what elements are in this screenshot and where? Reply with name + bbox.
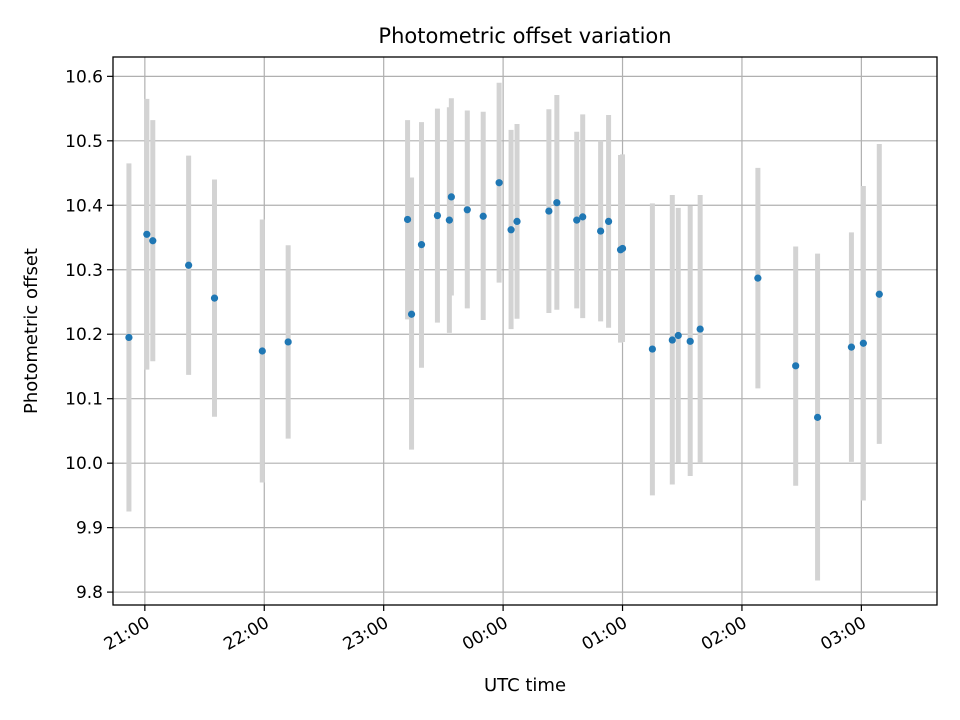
data-point	[417, 241, 426, 249]
data-point	[618, 244, 627, 253]
data-points	[125, 179, 883, 421]
y-tick-label: 10.1	[65, 390, 103, 410]
data-point	[495, 179, 503, 187]
data-point	[604, 217, 613, 225]
data-point	[149, 237, 157, 245]
data-point	[579, 213, 587, 221]
y-tick-label: 10.3	[65, 261, 103, 281]
data-point	[754, 274, 762, 282]
data-point	[445, 216, 453, 224]
data-point	[813, 413, 822, 421]
y-tick-label: 10.2	[65, 325, 103, 345]
data-point	[284, 338, 292, 346]
data-point	[258, 347, 266, 355]
data-point	[597, 227, 605, 235]
data-point	[463, 206, 471, 214]
x-axis-label: UTC time	[484, 675, 566, 696]
data-point	[433, 211, 442, 220]
y-tick-label: 9.9	[76, 519, 103, 539]
plot-frame	[112, 56, 938, 606]
data-point	[648, 345, 656, 353]
y-tick-label: 9.8	[76, 583, 103, 603]
data-point	[507, 226, 515, 234]
data-point	[696, 325, 704, 333]
data-point	[447, 193, 455, 201]
data-point	[210, 294, 219, 302]
data-point	[125, 333, 133, 342]
data-point	[875, 290, 883, 298]
data-point	[792, 362, 800, 370]
y-tick-label: 10.0	[65, 454, 103, 474]
y-tick-label: 10.4	[65, 196, 103, 216]
y-tick-label: 10.5	[65, 132, 103, 152]
data-point	[686, 337, 694, 345]
data-point	[545, 207, 553, 215]
data-point	[185, 261, 193, 269]
data-point	[859, 339, 867, 347]
data-point	[573, 216, 581, 224]
data-point	[143, 230, 151, 238]
data-point	[847, 343, 856, 351]
y-axis-label: Photometric offset	[21, 248, 42, 414]
chart-title: Photometric offset variation	[378, 24, 671, 48]
data-point	[407, 310, 416, 318]
data-point	[513, 217, 521, 225]
data-point	[553, 199, 561, 207]
data-point	[479, 212, 487, 220]
data-point	[674, 331, 682, 340]
data-point	[668, 336, 676, 344]
y-axis: 9.8 9.9 10.0 10.1 10.2 10.3 10.4 10.5 10.6	[65, 67, 113, 603]
data-point	[403, 215, 412, 224]
y-tick-label: 10.6	[65, 67, 103, 87]
